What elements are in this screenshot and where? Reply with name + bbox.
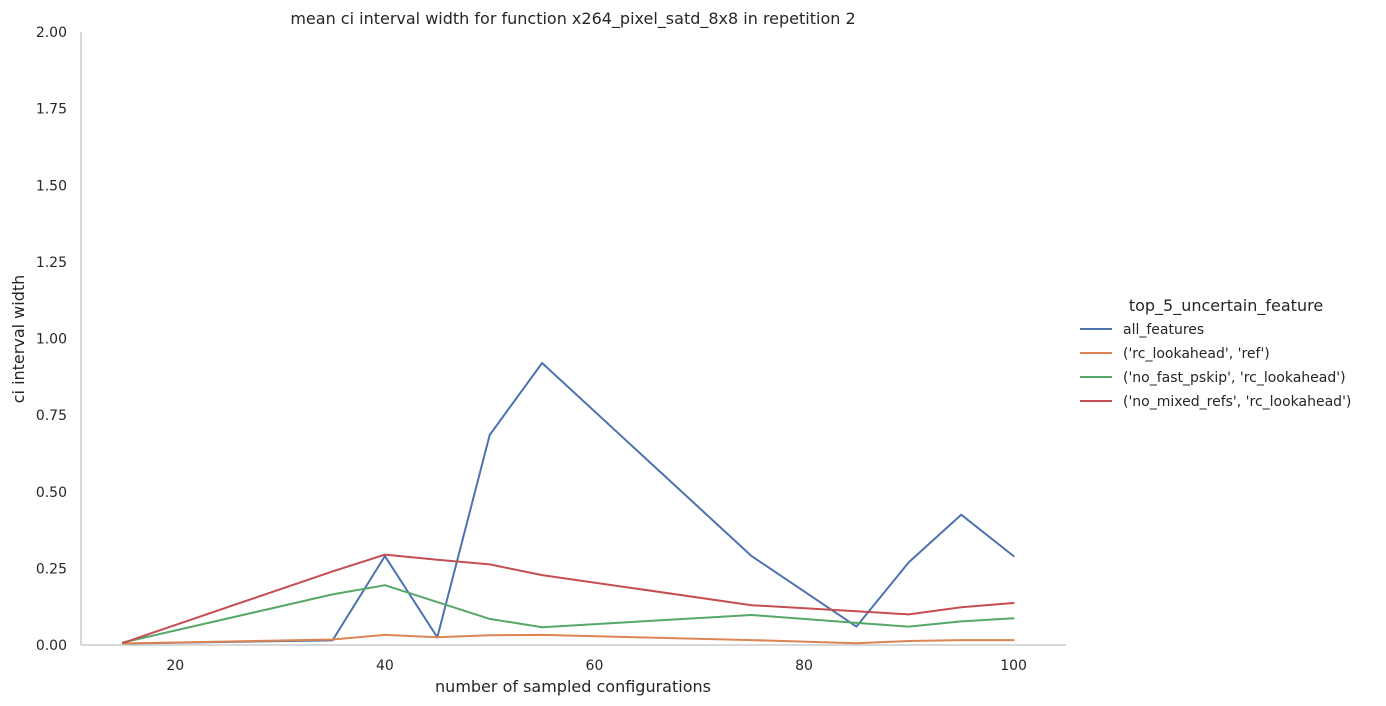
chart-title: mean ci interval width for function x264… <box>290 9 855 29</box>
y-tick-label: 0.75 <box>36 408 67 424</box>
legend-label-0: all_features <box>1123 322 1204 338</box>
series-line-1 <box>121 633 1015 645</box>
x-axis-ticks: 20 40 60 80 100 <box>166 658 1027 674</box>
x-tick-label: 80 <box>795 658 813 674</box>
x-tick-label: 40 <box>376 658 394 674</box>
legend: top_5_uncertain_feature all_features ('rc… <box>1080 296 1351 410</box>
legend-label-2: ('no_fast_pskip', 'rc_lookahead') <box>1123 370 1346 386</box>
y-tick-label: 0.25 <box>36 561 67 577</box>
y-tick-label: 0.50 <box>36 485 67 501</box>
x-tick-label: 20 <box>166 658 184 674</box>
x-tick-label: 60 <box>586 658 604 674</box>
series-line-3 <box>121 553 1015 644</box>
series-lines <box>121 362 1015 645</box>
y-tick-label: 0.00 <box>36 638 67 654</box>
y-tick-label: 2.00 <box>36 25 67 41</box>
legend-items: all_features ('rc_lookahead', 'ref') ('no_… <box>1080 322 1351 410</box>
y-tick-label: 1.25 <box>36 255 67 271</box>
y-tick-label: 1.00 <box>36 332 67 348</box>
y-axis-title: ci interval width <box>9 275 28 404</box>
series-line-0 <box>121 362 1015 645</box>
x-tick-label: 100 <box>1000 658 1027 674</box>
legend-title: top_5_uncertain_feature <box>1129 296 1323 316</box>
series-line-2 <box>121 584 1015 644</box>
y-tick-label: 1.50 <box>36 178 67 194</box>
y-tick-label: 1.75 <box>36 102 67 118</box>
y-axis-ticks: 0.00 0.25 0.50 0.75 1.00 1.25 1.50 1.75 2.00 <box>36 25 67 654</box>
legend-label-3: ('no_mixed_refs', 'rc_lookahead') <box>1123 394 1351 410</box>
legend-label-1: ('rc_lookahead', 'ref') <box>1123 346 1270 362</box>
x-axis-title: number of sampled configurations <box>435 677 711 696</box>
